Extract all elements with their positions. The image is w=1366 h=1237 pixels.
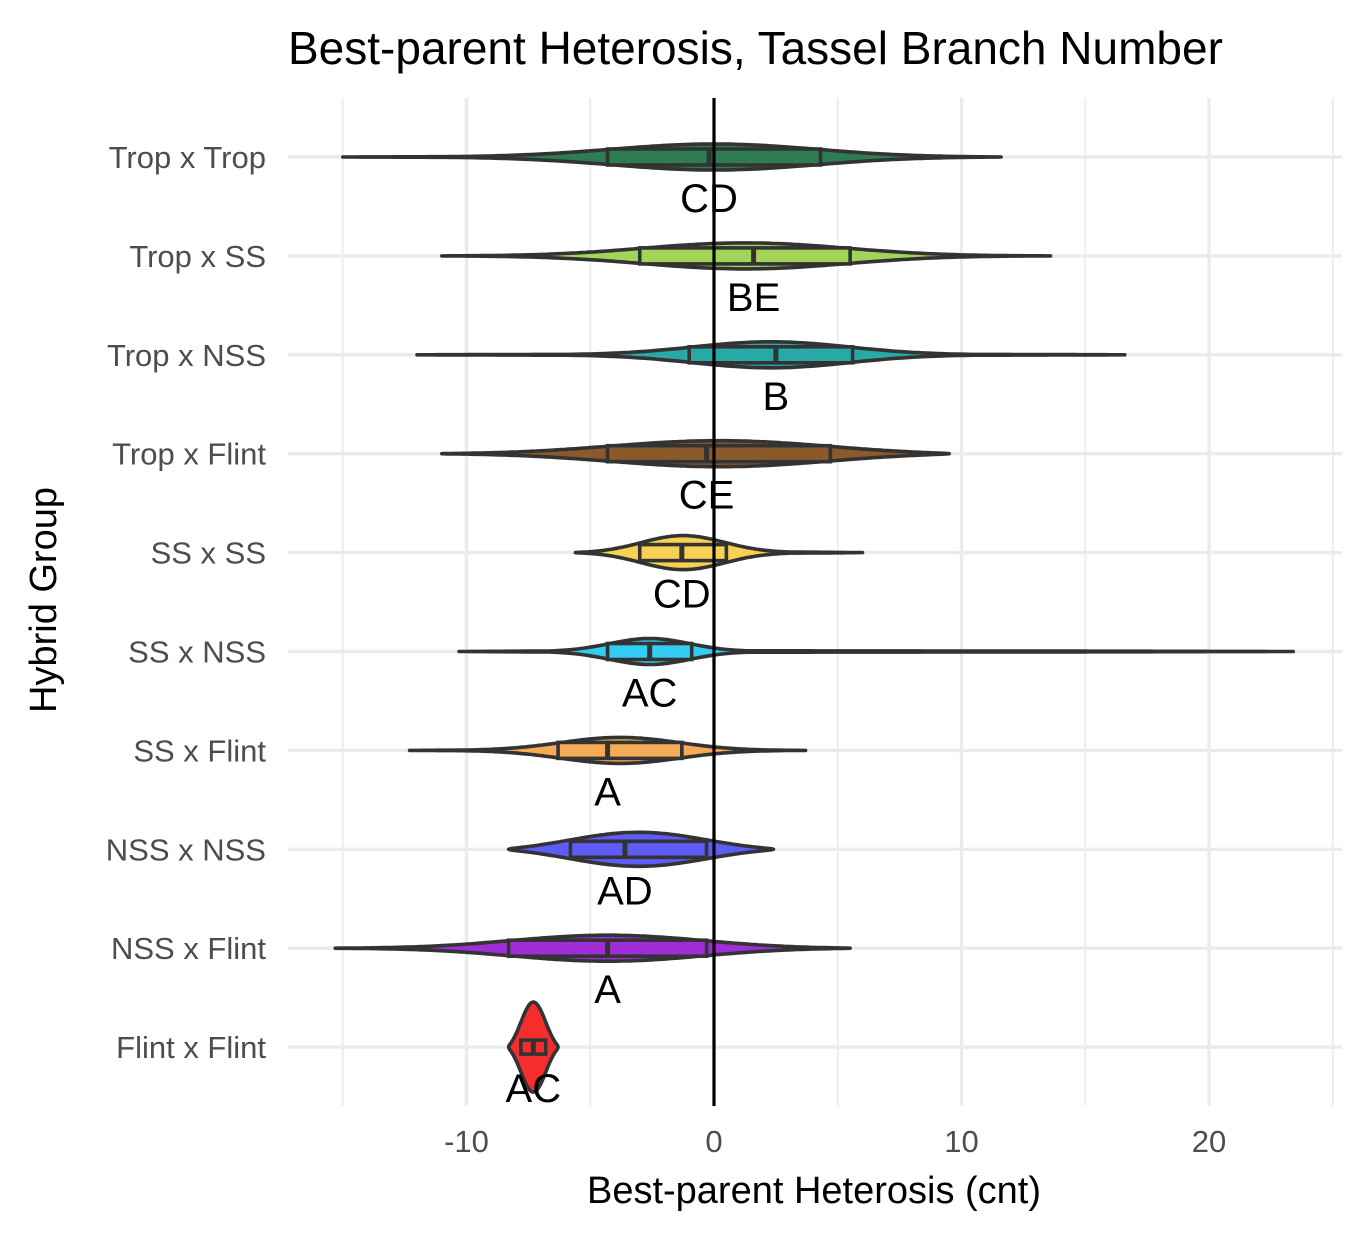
iqr-box (687, 344, 855, 365)
y-tick-label: NSS x Flint (111, 931, 266, 966)
iqr-box (568, 839, 709, 860)
y-tick-label: Trop x Trop (109, 140, 266, 175)
y-tick-label: SS x SS (151, 536, 266, 571)
x-tick-label: 10 (944, 1124, 978, 1159)
y-tick-label: Trop x SS (129, 239, 266, 274)
iqr-box (556, 740, 684, 761)
y-tick-label: Flint x Flint (116, 1030, 266, 1065)
y-tick-label: Trop x Flint (112, 437, 266, 472)
y-axis-title: Hybrid Group (23, 487, 65, 713)
x-tick-label: -10 (444, 1124, 489, 1159)
significance-letter: AC (622, 672, 678, 716)
significance-letter: B (763, 375, 790, 419)
x-axis-title: Best-parent Heterosis (cnt) (587, 1170, 1041, 1212)
x-tick-labels: -10 0 10 20 (444, 1124, 1226, 1159)
significance-letter: AC (506, 1067, 562, 1111)
y-tick-label: SS x Flint (133, 733, 266, 768)
y-tick-label: NSS x NSS (106, 832, 266, 867)
y-tick-labels: Trop x Trop Trop x SS Trop x NSS Trop x Fli… (106, 140, 267, 1065)
y-tick-label: SS x NSS (128, 635, 266, 670)
significance-letter: CD (680, 177, 738, 221)
significance-letter: BE (727, 276, 780, 320)
significance-letters: CD BE B CE CD AC A AD A AC (506, 177, 790, 1111)
iqr-box (637, 246, 852, 266)
significance-letter: CE (679, 474, 735, 518)
significance-letter: AD (597, 869, 653, 913)
significance-letter: CD (653, 573, 711, 617)
iqr-box (605, 443, 833, 464)
significance-letter: A (594, 770, 621, 814)
x-tick-label: 20 (1192, 1124, 1226, 1159)
y-tick-label: Trop x NSS (107, 338, 266, 373)
chart-title: Best-parent Heterosis, Tassel Branch Num… (288, 22, 1223, 74)
x-tick-label: 0 (705, 1124, 722, 1159)
violin-body (457, 636, 1295, 667)
significance-letter: A (594, 968, 621, 1012)
